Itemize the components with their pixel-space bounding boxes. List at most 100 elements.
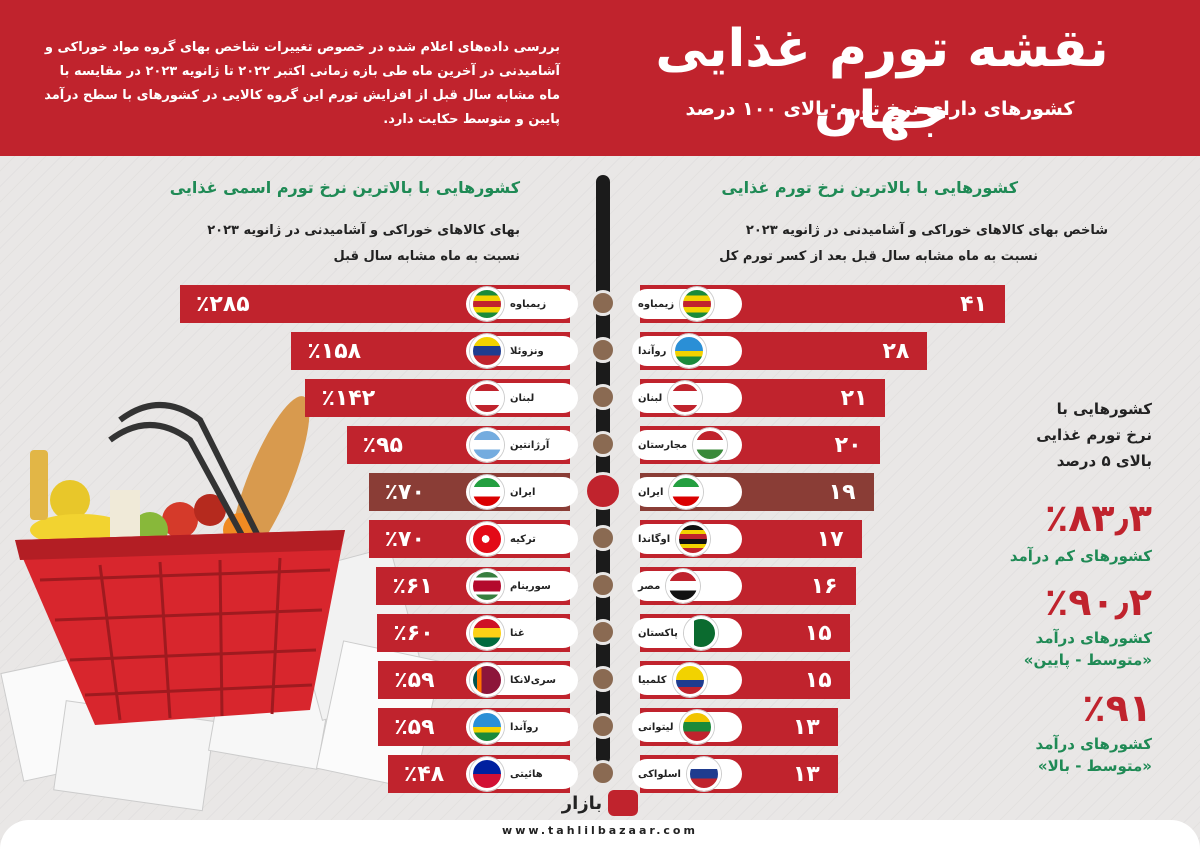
timeline-dot	[590, 619, 616, 645]
country-flag-icon	[676, 522, 711, 556]
right-section-title: کشورهایی با بالاترین نرخ تورم غذایی	[721, 178, 1018, 197]
right-country-pill: لبنان	[632, 381, 742, 415]
country-flag-icon	[666, 569, 701, 603]
right-country-name: زیمباوه	[638, 298, 675, 310]
country-flag-icon	[679, 710, 714, 744]
right-bar-value: ۲۸	[882, 338, 910, 364]
left-country-name: آرژانتین	[510, 439, 550, 451]
left-bar-value: ٪۲۸۵	[196, 291, 250, 317]
right-bar-value: ۲۱	[840, 385, 868, 411]
country-flag-icon	[680, 287, 715, 321]
right-country-name: اسلواکی	[638, 768, 681, 780]
header-banner	[0, 0, 1200, 156]
timeline-dot	[590, 290, 616, 316]
left-country-name: سری‌لانکا	[510, 674, 556, 686]
timeline-dot	[590, 666, 616, 692]
left-country-pill: روآندا	[466, 710, 578, 744]
right-country-name: مصر	[638, 580, 661, 592]
country-flag-icon	[470, 475, 504, 509]
country-flag-icon	[470, 757, 504, 791]
left-section-desc-1: بهای کالاهای خوراکی و آشامیدنی در ژانویه…	[207, 223, 520, 238]
left-section-desc-2: نسبت به ماه مشابه سال قبل	[333, 249, 520, 264]
country-flag-icon	[470, 522, 504, 556]
country-flag-icon	[669, 475, 704, 509]
left-country-name: ونزوئلا	[510, 345, 544, 357]
right-country-name: پاکستان	[638, 627, 678, 639]
country-flag-icon	[686, 757, 721, 791]
timeline-dot	[590, 525, 616, 551]
right-country-name: ایران	[638, 486, 664, 498]
left-country-pill: سورینام	[466, 569, 578, 603]
footer	[0, 820, 1200, 849]
right-country-pill: پاکستان	[632, 616, 742, 650]
right-country-pill: روآندا	[632, 334, 742, 368]
left-country-pill: ترکیه	[466, 522, 578, 556]
timeline-dot	[590, 713, 616, 739]
right-country-pill: کلمبیا	[632, 663, 742, 697]
right-section-desc-2: نسبت به ماه مشابه سال قبل بعد از کسر تور…	[719, 249, 1038, 264]
left-country-pill: ایران	[466, 475, 578, 509]
stat-low-income-value: ٪۸۳٫۳	[1045, 496, 1152, 540]
side-heading-line1: کشورهایی با	[1056, 400, 1152, 418]
left-country-name: سورینام	[510, 580, 551, 592]
right-country-name: کلمبیا	[638, 674, 667, 686]
left-bar-value: ٪۱۵۸	[307, 338, 362, 364]
center-timeline	[596, 175, 610, 765]
right-country-name: روآندا	[638, 345, 667, 357]
stat-lower-middle-value: ٪۹۰٫۲	[1045, 580, 1152, 624]
right-country-pill: اسلواکی	[632, 757, 742, 791]
timeline-dot	[590, 572, 616, 598]
left-country-name: ایران	[510, 486, 536, 498]
country-flag-icon	[470, 710, 504, 744]
right-country-pill: ایران	[632, 475, 742, 509]
side-heading-line3: بالای ۵ درصد	[1056, 452, 1152, 470]
stat-lower-middle-label: کشورهای درآمد «متوسط - پایین»	[982, 627, 1152, 671]
right-bar-value: ۱۹	[828, 479, 856, 505]
right-country-pill: مجارستان	[632, 428, 742, 462]
left-bar-value: ٪۱۴۲	[321, 385, 376, 411]
timeline-dot	[584, 472, 622, 510]
right-country-name: اوگاندا	[638, 533, 671, 545]
country-flag-icon	[470, 287, 504, 321]
country-flag-icon	[470, 381, 504, 415]
timeline-dot	[590, 384, 616, 410]
left-country-name: روآندا	[510, 721, 539, 733]
right-country-pill: مصر	[632, 569, 742, 603]
left-country-pill: لبنان	[466, 381, 578, 415]
side-panel-heading: کشورهایی با نرخ تورم غذایی بالای ۵ درصد	[1002, 396, 1152, 474]
right-country-name: لبنان	[638, 392, 663, 404]
left-country-pill: سری‌لانکا	[466, 663, 578, 697]
stat-lower-middle-label-2: «متوسط - پایین»	[1023, 651, 1152, 669]
page-subtitle: کشورهای دارای نرخ تورم بالای ۱۰۰ درصد	[685, 98, 1075, 120]
right-bar-value: ۱۳	[792, 714, 820, 740]
timeline-dot	[590, 431, 616, 457]
page-title: نقشه تورم غذایی جهان	[655, 19, 1109, 142]
left-bar-value: ٪۵۹	[394, 667, 435, 693]
left-country-pill: زیمباوه	[466, 287, 578, 321]
left-country-pill: آرژانتین	[466, 428, 578, 462]
right-bar-value: ۱۶	[810, 573, 838, 599]
left-bar-value: ٪۶۱	[392, 573, 433, 599]
left-bar-value: ٪۵۹	[394, 714, 435, 740]
right-bar-value: ۱۷	[816, 526, 844, 552]
brand-logo[interactable]: بازار	[552, 786, 648, 820]
intro-text: بررسی داده‌های اعلام شده در خصوص تغییرات…	[44, 40, 560, 127]
left-section-title: کشورهایی با بالاترین نرخ تورم اسمی غذایی	[169, 178, 520, 197]
country-flag-icon	[470, 616, 504, 650]
timeline-dot	[590, 337, 616, 363]
stat-upper-middle-label: کشورهای درآمد «متوسط - بالا»	[982, 733, 1152, 777]
left-bar-value: ٪۷۰	[384, 526, 425, 552]
left-bar-value: ٪۴۸	[403, 761, 445, 787]
right-bar-value: ۴۱	[960, 291, 987, 317]
right-country-pill: اوگاندا	[632, 522, 742, 556]
left-country-name: لبنان	[510, 392, 535, 404]
country-flag-icon	[470, 428, 504, 462]
country-flag-icon	[470, 663, 504, 697]
site-url[interactable]: www.tahlilbazaar.com	[502, 824, 698, 837]
country-flag-icon	[668, 381, 703, 415]
stat-lower-middle-label-1: کشورهای درآمد	[1035, 629, 1152, 647]
left-country-name: ترکیه	[510, 533, 536, 545]
country-flag-icon	[672, 334, 707, 368]
side-heading-line2: نرخ تورم غذایی	[1036, 426, 1152, 444]
stat-upper-middle-label-1: کشورهای درآمد	[1035, 735, 1152, 753]
